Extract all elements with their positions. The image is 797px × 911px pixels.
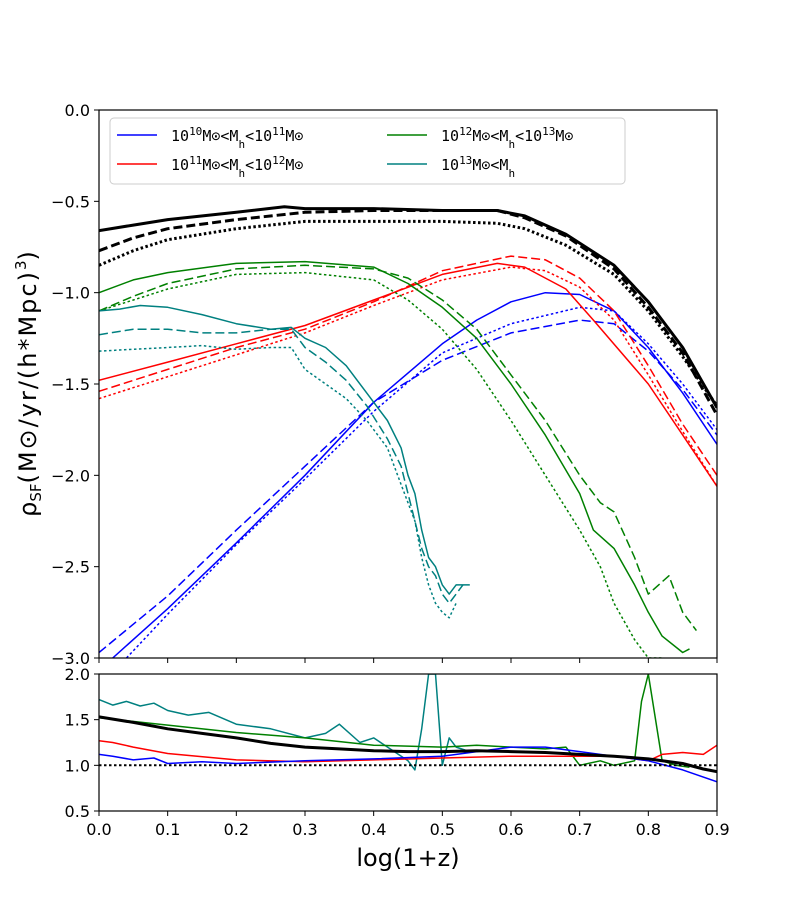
x-axis-label: log(1+z) — [356, 844, 459, 872]
x-tick-label: 0.3 — [292, 820, 317, 839]
main-y-tick-label: −0.5 — [51, 192, 90, 211]
ratio-y-tick-label: 1.0 — [65, 756, 90, 775]
main-y-tick-label: −3.0 — [51, 649, 90, 668]
main-series-total-dashed — [99, 209, 717, 416]
main-series-red-solid — [99, 262, 717, 487]
ratio-series-teal-ratio — [99, 674, 471, 771]
x-tick-label: 0.8 — [636, 820, 661, 839]
legend-label: 1010M⊙<Mh<1011M⊙ — [171, 125, 303, 151]
main-y-tick-label: −1.0 — [51, 284, 90, 303]
main-series-total-dotted — [99, 219, 717, 407]
main-y-ticks: −3.0 −2.5 −2.0 −1.5 −1.0 −0.5 0.0 — [51, 101, 718, 668]
main-series-green-solid — [99, 260, 690, 654]
x-tick-label: 0.9 — [704, 820, 729, 839]
legend-label: 1013M⊙<Mh — [441, 154, 515, 180]
ratio-plot-frame — [98, 673, 718, 812]
ratio-series-black-ratio — [99, 715, 717, 774]
main-y-tick-label: −2.5 — [51, 558, 90, 577]
main-series-teal-solid — [99, 304, 470, 595]
x-tick-label: 0.1 — [155, 820, 180, 839]
main-series-total-solid — [99, 205, 717, 409]
ratio-y-ticks: 0.5 1.0 1.5 2.0 — [65, 665, 718, 821]
x-tick-label: 0.4 — [361, 820, 386, 839]
legend: 1010M⊙<Mh<1011M⊙ 1012M⊙<Mh<1013M⊙ 1011M⊙<M… — [109, 117, 626, 185]
legend-label: 1011M⊙<Mh<1012M⊙ — [171, 154, 303, 180]
main-y-tick-label: 0.0 — [65, 101, 90, 120]
legend-box — [109, 117, 626, 185]
ratio-series-green-ratio — [99, 674, 690, 768]
x-tick-label: 0.5 — [430, 820, 455, 839]
ratio-y-tick-label: 1.5 — [65, 711, 90, 730]
main-series-blue-solid — [112, 291, 717, 658]
legend-label: 1012M⊙<Mh<1013M⊙ — [441, 125, 573, 151]
x-tick-label: 0.0 — [86, 820, 111, 839]
x-ticks: 0.0 0.1 0.2 0.3 0.4 0.5 0.6 0.7 0.8 0.9 — [86, 820, 729, 839]
x-tick-label: 0.7 — [567, 820, 592, 839]
main-panel: −3.0 −2.5 −2.0 −1.5 −1.0 −0.5 0.0 1010M⊙<Mh<10… — [12, 101, 718, 668]
ratio-series-red-ratio — [99, 739, 717, 763]
ratio-y-tick-label: 2.0 — [65, 665, 90, 684]
main-y-tick-label: −2.0 — [51, 466, 90, 485]
main-y-tick-label: −1.5 — [51, 375, 90, 394]
main-series-red-dashed — [99, 255, 717, 476]
ratio-series-group — [99, 674, 717, 783]
main-series-blue-dashed — [99, 319, 717, 654]
main-series-group — [99, 205, 717, 658]
main-series-teal-dashed — [99, 328, 464, 604]
ratio-panel: 0.5 1.0 1.5 2.0 0.0 0.1 0.2 0.3 0.4 0.5 0.6 0.7 0.8… — [65, 665, 730, 839]
main-series-green-dashed — [99, 264, 698, 632]
ratio-y-tick-label: 0.5 — [65, 802, 90, 821]
x-tick-label: 0.6 — [498, 820, 523, 839]
y-axis-label: ρSF(M⊙/yr/(h*Mpc)3) — [12, 251, 45, 517]
x-tick-label: 0.2 — [224, 820, 249, 839]
legend-entries: 1010M⊙<Mh<1011M⊙ 1012M⊙<Mh<1013M⊙ 1011M⊙<M… — [117, 125, 573, 180]
